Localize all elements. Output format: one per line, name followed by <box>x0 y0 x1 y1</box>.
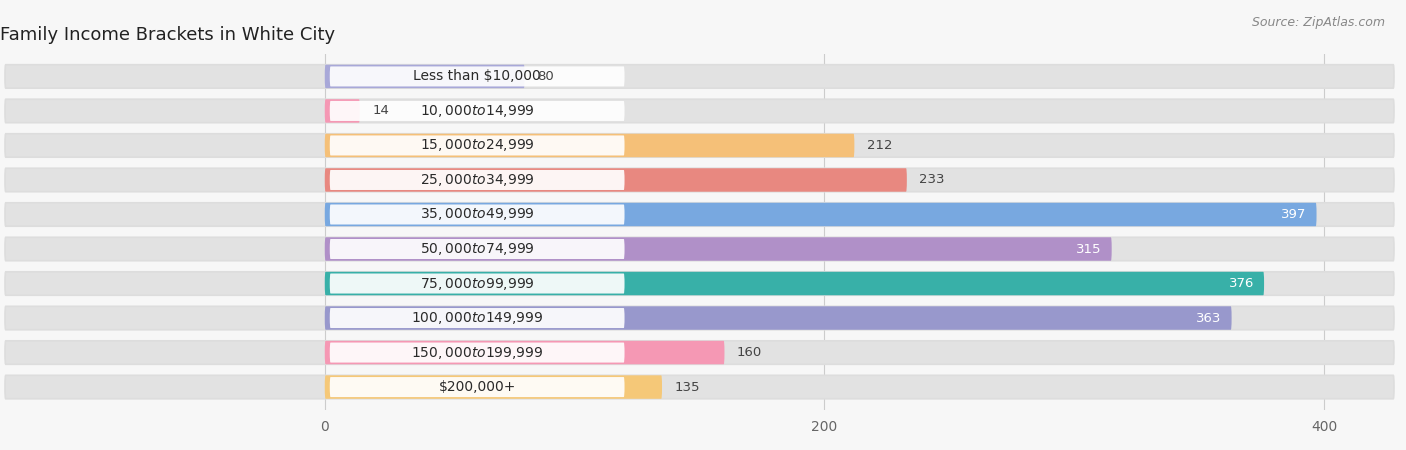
FancyBboxPatch shape <box>330 170 624 190</box>
FancyBboxPatch shape <box>325 99 360 123</box>
FancyBboxPatch shape <box>325 134 855 157</box>
Text: 14: 14 <box>373 104 389 117</box>
Text: $75,000 to $99,999: $75,000 to $99,999 <box>420 275 534 292</box>
FancyBboxPatch shape <box>6 272 1393 295</box>
FancyBboxPatch shape <box>325 65 524 88</box>
Text: Family Income Brackets in White City: Family Income Brackets in White City <box>0 26 335 44</box>
Text: 212: 212 <box>868 139 893 152</box>
FancyBboxPatch shape <box>330 135 624 155</box>
FancyBboxPatch shape <box>325 203 1316 226</box>
FancyBboxPatch shape <box>330 342 624 363</box>
FancyBboxPatch shape <box>325 341 724 364</box>
FancyBboxPatch shape <box>325 375 662 399</box>
Text: 397: 397 <box>1281 208 1306 221</box>
Text: $150,000 to $199,999: $150,000 to $199,999 <box>411 345 543 360</box>
FancyBboxPatch shape <box>325 306 1232 330</box>
FancyBboxPatch shape <box>330 377 624 397</box>
Text: $15,000 to $24,999: $15,000 to $24,999 <box>420 137 534 153</box>
FancyBboxPatch shape <box>6 203 1393 226</box>
FancyBboxPatch shape <box>330 204 624 225</box>
FancyBboxPatch shape <box>330 101 624 121</box>
FancyBboxPatch shape <box>330 308 624 328</box>
FancyBboxPatch shape <box>6 168 1393 192</box>
FancyBboxPatch shape <box>325 168 907 192</box>
FancyBboxPatch shape <box>6 306 1393 330</box>
FancyBboxPatch shape <box>330 239 624 259</box>
Text: 135: 135 <box>675 381 700 394</box>
Text: 376: 376 <box>1229 277 1254 290</box>
Text: 160: 160 <box>737 346 762 359</box>
Text: $50,000 to $74,999: $50,000 to $74,999 <box>420 241 534 257</box>
Text: 315: 315 <box>1076 243 1102 256</box>
FancyBboxPatch shape <box>325 237 1112 261</box>
Text: Less than $10,000: Less than $10,000 <box>413 69 541 83</box>
Text: $10,000 to $14,999: $10,000 to $14,999 <box>420 103 534 119</box>
Text: 363: 363 <box>1197 311 1222 324</box>
FancyBboxPatch shape <box>325 272 1264 295</box>
FancyBboxPatch shape <box>6 375 1393 399</box>
Text: $35,000 to $49,999: $35,000 to $49,999 <box>420 207 534 222</box>
FancyBboxPatch shape <box>6 65 1393 88</box>
FancyBboxPatch shape <box>6 341 1393 364</box>
FancyBboxPatch shape <box>6 134 1393 157</box>
FancyBboxPatch shape <box>330 274 624 293</box>
Text: Source: ZipAtlas.com: Source: ZipAtlas.com <box>1251 16 1385 29</box>
Text: 80: 80 <box>537 70 554 83</box>
Text: $200,000+: $200,000+ <box>439 380 516 394</box>
FancyBboxPatch shape <box>330 67 624 86</box>
Text: $100,000 to $149,999: $100,000 to $149,999 <box>411 310 543 326</box>
FancyBboxPatch shape <box>6 237 1393 261</box>
FancyBboxPatch shape <box>6 99 1393 123</box>
Text: 233: 233 <box>920 174 945 186</box>
Text: $25,000 to $34,999: $25,000 to $34,999 <box>420 172 534 188</box>
